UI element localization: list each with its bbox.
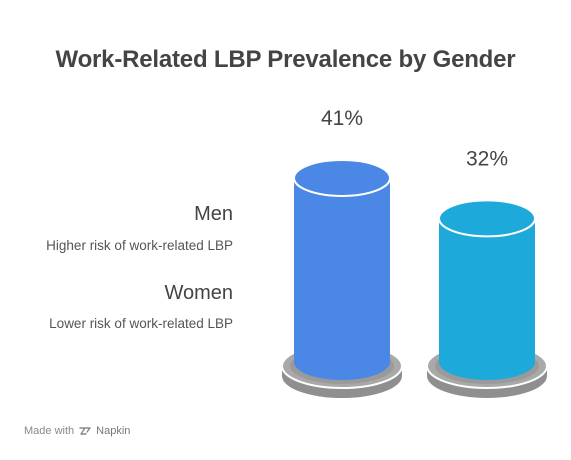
legend-desc-men: Higher risk of work-related LBP <box>46 238 233 253</box>
legend-label-men: Men <box>194 203 233 225</box>
value-label-men: 41% <box>321 107 363 130</box>
bar-top-men <box>293 159 391 197</box>
footer-brand: Napkin <box>96 425 131 437</box>
footer: Made with Napkin <box>24 425 130 437</box>
bar-men: 41% <box>281 107 403 398</box>
legend-desc-women: Lower risk of work-related LBP <box>49 316 233 331</box>
value-label-women: 32% <box>466 147 508 170</box>
legend-label-women: Women <box>164 282 233 304</box>
bar-body-men <box>294 178 390 380</box>
footer-made-with: Made with <box>24 425 75 437</box>
bar-women: 32% <box>426 147 548 398</box>
bar-body-women <box>439 218 535 380</box>
bar-top-women <box>438 199 536 238</box>
napkin-logo-icon <box>79 427 91 435</box>
chart-title: Work-Related LBP Prevalence by Gender <box>55 46 516 73</box>
